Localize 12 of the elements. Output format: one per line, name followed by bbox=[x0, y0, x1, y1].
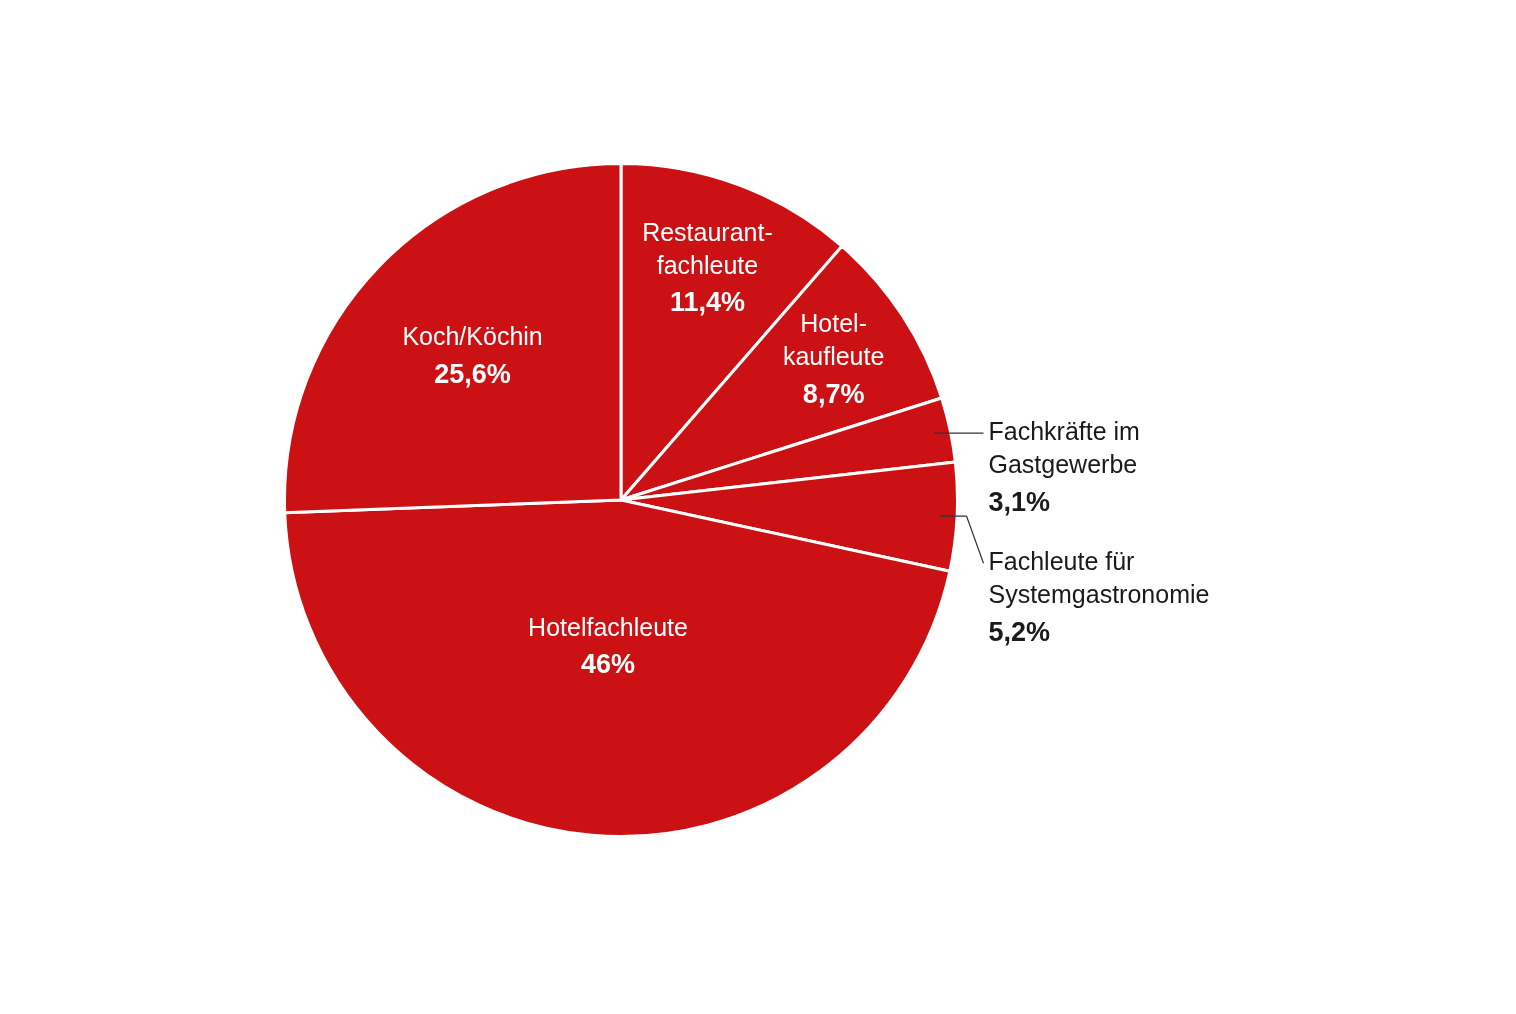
data-label: 3,1% bbox=[988, 486, 1051, 517]
slice-label: Hotel- kaufleute bbox=[782, 309, 885, 371]
data-label: 46% bbox=[581, 649, 636, 680]
slice-label: Fachkräfte im Gastgewerbe bbox=[988, 417, 1140, 479]
data-label: 11,4% bbox=[669, 287, 746, 318]
slice-label: Restaurant- fachleute bbox=[642, 217, 773, 279]
slice-label: Koch/Köchin bbox=[402, 322, 543, 351]
data-label: 25,6% bbox=[434, 359, 511, 390]
data-label: 8,7% bbox=[802, 378, 865, 409]
data-label: 5,2% bbox=[988, 616, 1051, 647]
slice-label: Hotelfachleute bbox=[528, 612, 688, 641]
slice-label: Fachleute für Systemgastronomie bbox=[988, 547, 1210, 609]
